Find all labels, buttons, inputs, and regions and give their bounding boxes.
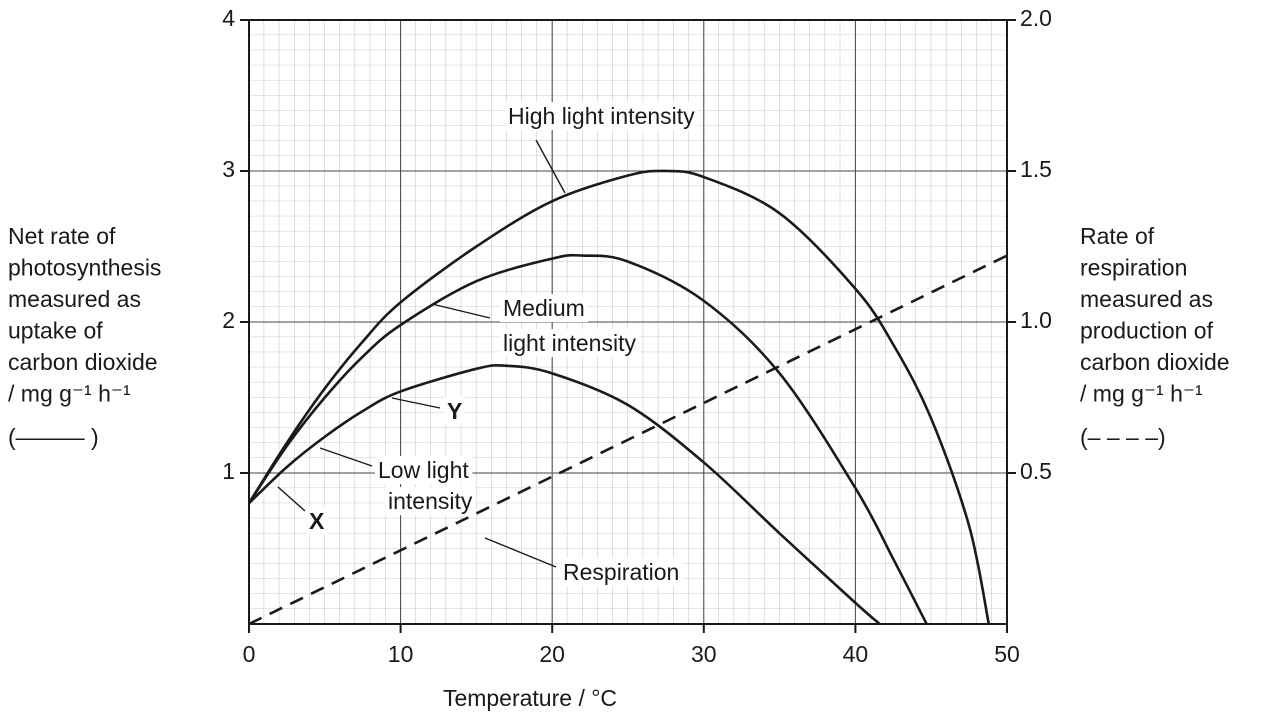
y-axis-title: Net rate of <box>8 223 116 249</box>
label-background <box>500 294 588 323</box>
y-axis-title: photosynthesis <box>8 255 161 281</box>
y-axis-title: carbon dioxide <box>8 349 158 375</box>
y2-axis-title: measured as <box>1080 286 1213 312</box>
y-axis-title: measured as <box>8 286 141 312</box>
label-background <box>505 102 699 131</box>
x-tick-label: 30 <box>691 641 717 667</box>
plot-frame <box>248 19 1008 625</box>
y-tick-label: 3 <box>222 156 235 182</box>
label-background <box>500 329 640 358</box>
x-tick-label: 50 <box>994 641 1020 667</box>
annotation: Respiration <box>563 559 679 585</box>
series-line <box>247 169 991 625</box>
annotation: Y <box>447 398 462 424</box>
y2-tick-label: 1.0 <box>1020 307 1052 333</box>
y2-axis-title: carbon dioxide <box>1080 349 1230 375</box>
y-axis-title: / mg g⁻¹ h⁻¹ <box>8 381 131 407</box>
label-background <box>306 507 328 536</box>
y2-tick-label: 2.0 <box>1020 5 1052 31</box>
y-tick-label: 1 <box>222 458 235 484</box>
leader-line <box>535 139 566 194</box>
x-tick-label: 20 <box>539 641 565 667</box>
leader-line <box>391 397 441 409</box>
leader-line <box>277 486 306 512</box>
y2-axis-title: respiration <box>1080 255 1187 281</box>
label-background <box>375 456 473 485</box>
label-background <box>385 487 476 516</box>
leader-line <box>431 303 491 319</box>
annotation: intensity <box>388 488 473 514</box>
annotation: Low light <box>378 457 469 483</box>
x-tick-label: 0 <box>243 641 256 667</box>
series-line <box>248 254 1008 626</box>
annotation: X <box>309 508 325 534</box>
y2-axis-title: / mg g⁻¹ h⁻¹ <box>1080 381 1203 407</box>
series-line <box>247 253 928 625</box>
series-line <box>248 363 881 625</box>
y-axis-title: (——— ) <box>8 424 99 450</box>
x-tick-label: 10 <box>388 641 414 667</box>
y2-axis-title: production of <box>1080 318 1214 344</box>
annotation: Medium <box>503 295 585 321</box>
leader-line <box>484 537 557 568</box>
x-axis-title: Temperature / °C <box>443 685 617 711</box>
y-tick-label: 4 <box>222 5 235 31</box>
y2-tick-label: 1.5 <box>1020 156 1052 182</box>
label-background <box>560 558 683 587</box>
x-tick-label: 40 <box>843 641 869 667</box>
y-axis-title: uptake of <box>8 318 103 344</box>
y2-axis-title: Rate of <box>1080 223 1155 249</box>
y2-tick-label: 0.5 <box>1020 458 1052 484</box>
leader-line <box>319 447 373 467</box>
y2-axis-title: (– – – –) <box>1080 424 1166 450</box>
annotation: High light intensity <box>508 103 695 129</box>
y-tick-label: 2 <box>222 307 235 333</box>
label-background <box>444 397 466 426</box>
annotation: light intensity <box>503 330 636 356</box>
